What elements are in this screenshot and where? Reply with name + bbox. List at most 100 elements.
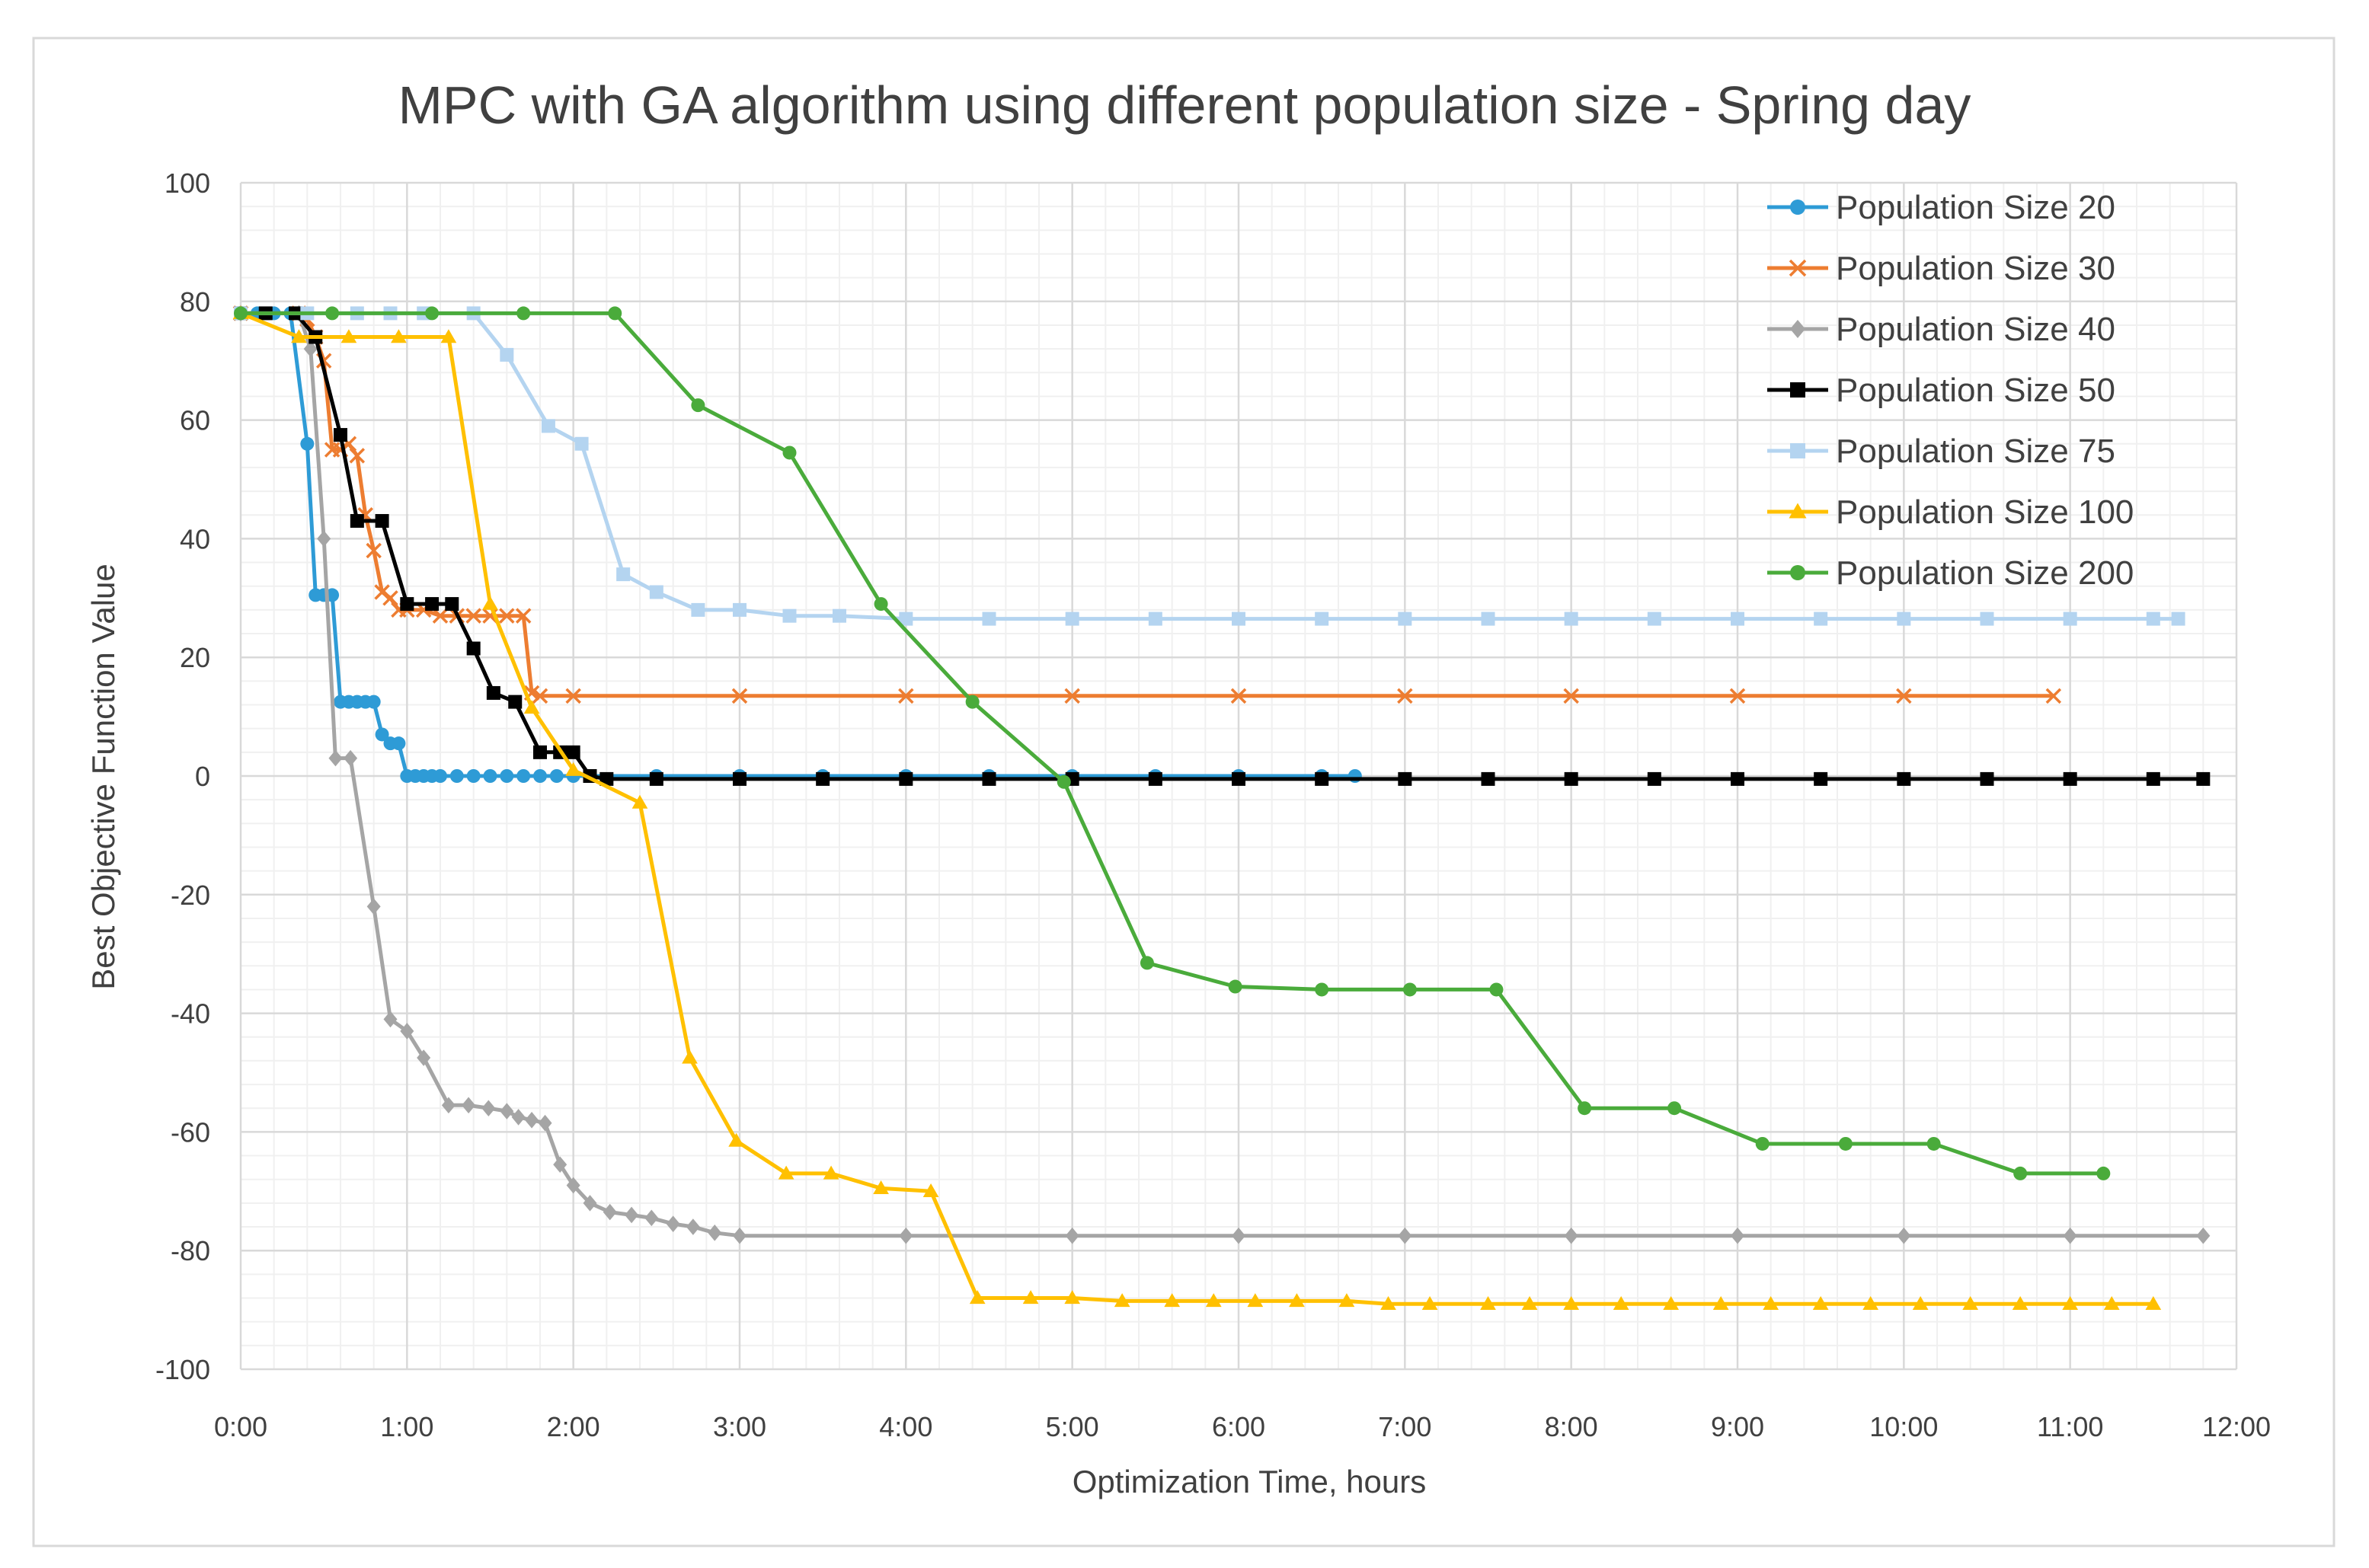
data-point [1398,612,1412,626]
data-point [1289,1293,1305,1308]
data-point [483,769,497,783]
y-tick-label: -80 [171,1235,210,1266]
x-tick-label: 4:00 [879,1411,932,1442]
data-point [682,1049,698,1064]
data-point [466,769,481,783]
data-point [516,306,531,321]
data-point [1926,1136,1941,1151]
data-point [1489,982,1504,997]
data-point [1897,1227,1911,1244]
y-tick-label: -40 [171,998,210,1030]
data-point [553,1156,567,1174]
data-point [1814,771,1828,786]
legend-label: Population Size 100 [1836,493,2134,531]
data-point [1232,1227,1245,1244]
data-point [383,1011,398,1028]
data-point [1838,1136,1853,1151]
legend-label: Population Size 20 [1836,189,2115,226]
data-point [1402,982,1417,997]
data-point [731,688,748,704]
data-point [2145,1295,2162,1310]
x-marker-stroke [315,353,332,369]
data-point [1205,1293,1222,1308]
data-point [523,700,540,714]
data-point [2096,1166,2111,1180]
data-point [2146,612,2160,626]
data-point [1564,612,1578,626]
data-point [982,771,996,786]
data-point [425,597,440,612]
data-point [833,608,846,623]
y-tick-label: -20 [171,880,210,911]
data-point [449,769,464,783]
x-axis-title: Optimization Time, hours [1073,1464,1427,1499]
data-point [899,612,913,626]
data-point [691,398,705,413]
data-point [1814,612,1828,626]
data-point [433,769,447,783]
data-point [1148,771,1162,786]
data-point [500,347,514,362]
data-point [1729,688,1746,704]
data-point [1564,1227,1578,1244]
legend-entry: Population Size 50 [1767,372,2115,409]
data-point [1421,1295,1438,1310]
legend-label: Population Size 200 [1836,554,2134,592]
data-point [1232,771,1245,786]
axes: 0:00 1:00 2:00 3:00 4:00 5:00 6:00 7:00 8:00 9:00… [155,168,2271,1442]
x-marker-stroke [2045,688,2062,704]
data-point [1521,1295,1538,1310]
data-point [1897,771,1911,786]
data-point [1789,503,1807,519]
data-point [782,608,797,623]
data-point [400,597,414,612]
series-line [241,311,2054,698]
data-point [425,306,440,321]
data-point [374,584,390,600]
x-marker-stroke [1397,688,1413,704]
data-point [344,749,358,767]
legend: Population Size 20 Population Size 30 Popu… [1767,189,2134,592]
data-point [1481,771,1495,786]
data-point [366,542,382,559]
data-point [500,1103,514,1119]
data-point [922,1183,939,1197]
data-point [686,1218,700,1235]
x-marker-stroke [382,590,398,606]
y-tick-label: 40 [180,523,210,554]
data-point [1481,612,1495,626]
data-point [608,306,622,321]
data-point [375,727,389,742]
data-point [1731,771,1744,786]
data-point [1315,982,1329,997]
data-point [899,1227,913,1244]
data-point [1064,688,1080,704]
data-point [1896,688,1912,704]
data-point [969,1290,986,1305]
data-point [340,329,357,343]
data-point [482,596,498,610]
data-point [541,419,555,433]
data-point [328,749,343,767]
legend-label: Population Size 40 [1836,311,2115,348]
data-point [1114,1293,1130,1308]
data-point [2196,1227,2211,1244]
x-marker-stroke [565,688,581,704]
data-point [2013,1166,2028,1180]
data-point [625,1206,639,1224]
legend-entry: Population Size 40 [1767,311,2115,348]
data-point [782,445,797,460]
data-point [349,448,366,464]
data-point [2146,771,2160,786]
data-point [1315,612,1329,626]
data-point [565,688,581,704]
data-point [481,1100,496,1117]
data-point [1647,612,1661,626]
x-marker-stroke [332,442,349,458]
data-point [366,695,381,709]
chart-border [32,37,2335,1547]
x-tick-label: 12:00 [2202,1411,2271,1442]
x-marker-stroke [349,448,366,464]
data-point [1790,443,1805,458]
data-point [392,736,406,751]
